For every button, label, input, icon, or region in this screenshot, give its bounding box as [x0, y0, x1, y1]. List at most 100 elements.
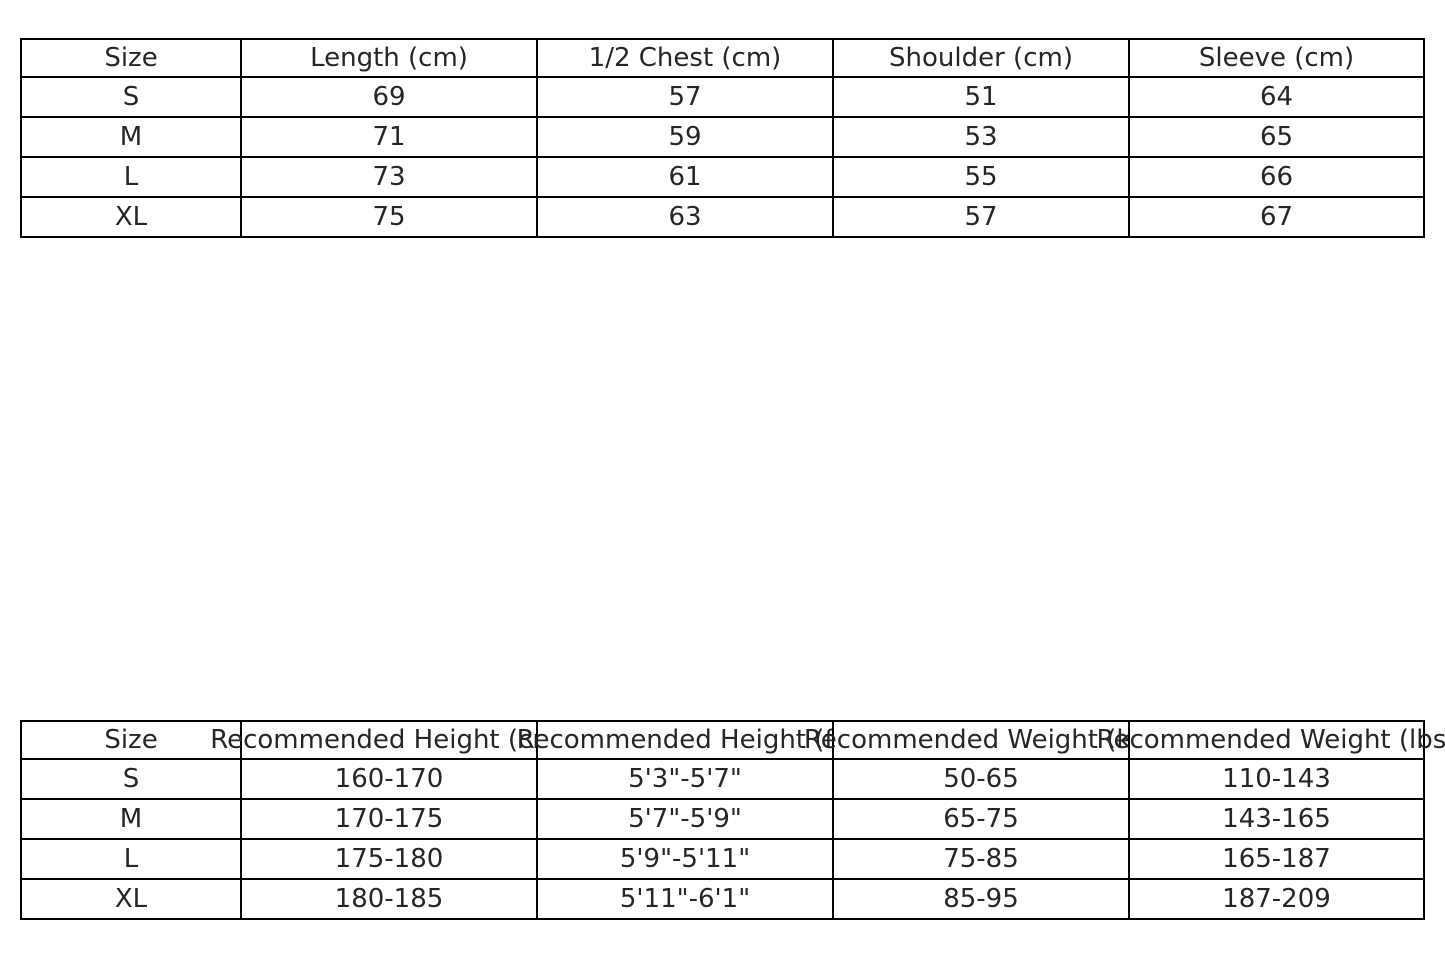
cell-value: 143-165	[1222, 804, 1331, 834]
column-header: 1/2 Chest (cm)	[588, 43, 782, 73]
table-cell: L	[20, 838, 242, 880]
table-cell: 170-175	[240, 798, 538, 840]
cell-value: 170-175	[334, 804, 444, 834]
cell-value: 110-143	[1222, 764, 1331, 794]
cell-value: 57	[964, 202, 998, 232]
cell-value: 59	[668, 122, 702, 152]
header-cell: Shoulder (cm)	[832, 38, 1130, 78]
header-cell: Recommended Height (cm)	[210, 720, 568, 760]
cell-value: XL	[114, 202, 148, 232]
table-cell: 175-180	[240, 838, 538, 880]
column-header: Sleeve (cm)	[1198, 43, 1355, 73]
cell-value: 5'11"-6'1"	[619, 884, 751, 914]
table-cell: 55	[832, 156, 1130, 198]
cell-value: 53	[964, 122, 998, 152]
table-cell: 143-165	[1128, 798, 1425, 840]
column-header: Recommended Weight (lbs)	[1096, 725, 1445, 755]
cell-value: 64	[1259, 82, 1294, 112]
table-cell: 110-143	[1128, 758, 1425, 800]
table-cell: XL	[20, 878, 242, 920]
table-cell: 5'9"-5'11"	[536, 838, 834, 880]
table-cell: 61	[536, 156, 834, 198]
table-cell: 67	[1128, 196, 1425, 238]
table-cell: 53	[832, 116, 1130, 158]
table-cell: 57	[832, 196, 1130, 238]
table-cell: 187-209	[1128, 878, 1425, 920]
column-header: Recommended Height (ft)	[516, 725, 854, 755]
table-cell: 5'7"-5'9"	[536, 798, 834, 840]
table-cell: 160-170	[240, 758, 538, 800]
column-header: Recommended Height (cm)	[210, 725, 568, 755]
table-cell: 180-185	[240, 878, 538, 920]
recommendation-table: Size Recommended Height (cm) Recommended H…	[20, 720, 1445, 920]
table-cell: L	[20, 156, 242, 198]
cell-value: 65-75	[943, 804, 1019, 834]
cell-value: 61	[668, 162, 702, 192]
column-header: Length (cm)	[310, 43, 468, 73]
cell-value: 73	[372, 162, 406, 192]
cell-value: 175-180	[334, 844, 444, 874]
table-cell: S	[20, 76, 242, 118]
table-cell: M	[20, 116, 242, 158]
table-cell: 65-75	[832, 798, 1130, 840]
table-cell: 66	[1128, 156, 1425, 198]
cell-value: 50-65	[943, 764, 1019, 794]
column-header: Shoulder (cm)	[889, 43, 1073, 73]
column-header: Size	[104, 725, 158, 755]
cell-value: M	[119, 122, 143, 152]
cell-value: 51	[964, 82, 998, 112]
cell-value: 66	[1259, 162, 1294, 192]
header-cell: Recommended Weight (kg)	[804, 720, 1158, 760]
table-cell: 75	[240, 196, 538, 238]
cell-value: 5'3"-5'7"	[628, 764, 742, 794]
cell-value: XL	[114, 884, 148, 914]
measurements-table: Size Length (cm) 1/2 Chest (cm) Shoulder (c…	[20, 38, 1425, 238]
column-header: Size	[104, 43, 158, 73]
header-cell: Size	[20, 38, 242, 78]
table-cell: 57	[536, 76, 834, 118]
table-cell: S	[20, 758, 242, 800]
cell-value: 187-209	[1222, 884, 1331, 914]
table-cell: 64	[1128, 76, 1425, 118]
table-cell: 59	[536, 116, 834, 158]
cell-value: 160-170	[334, 764, 444, 794]
cell-value: 71	[372, 122, 406, 152]
table-cell: 50-65	[832, 758, 1130, 800]
cell-value: M	[119, 804, 143, 834]
cell-value: 5'7"-5'9"	[628, 804, 742, 834]
cell-value: 165-187	[1222, 844, 1331, 874]
table-cell: 69	[240, 76, 538, 118]
header-cell: Recommended Height (ft)	[517, 720, 853, 760]
cell-value: 63	[668, 202, 702, 232]
cell-value: 180-185	[334, 884, 444, 914]
table-cell: 165-187	[1128, 838, 1425, 880]
table-cell: 71	[240, 116, 538, 158]
table-cell: 75-85	[832, 838, 1130, 880]
cell-value: 75-85	[943, 844, 1019, 874]
table-cell: 65	[1128, 116, 1425, 158]
table-cell: 51	[832, 76, 1130, 118]
table-cell: XL	[20, 196, 242, 238]
header-cell: Sleeve (cm)	[1128, 38, 1425, 78]
table-cell: 5'3"-5'7"	[536, 758, 834, 800]
cell-value: 57	[668, 82, 702, 112]
cell-value: 69	[372, 82, 406, 112]
cell-value: 5'9"-5'11"	[619, 844, 751, 874]
header-cell: Size	[20, 720, 242, 760]
cell-value: 75	[372, 202, 406, 232]
cell-value: 85-95	[943, 884, 1019, 914]
header-cell: 1/2 Chest (cm)	[536, 38, 834, 78]
table-cell: M	[20, 798, 242, 840]
cell-value: 67	[1259, 202, 1294, 232]
header-cell: Recommended Weight (lbs)	[1097, 720, 1445, 760]
table-cell: 85-95	[832, 878, 1130, 920]
cell-value: S	[122, 82, 140, 112]
column-header: Recommended Weight (kg)	[803, 725, 1159, 755]
table-cell: 5'11"-6'1"	[536, 878, 834, 920]
cell-value: 55	[964, 162, 998, 192]
header-cell: Length (cm)	[240, 38, 538, 78]
cell-value: L	[123, 162, 139, 192]
cell-value: 65	[1259, 122, 1294, 152]
cell-value: L	[123, 844, 139, 874]
cell-value: S	[122, 764, 140, 794]
